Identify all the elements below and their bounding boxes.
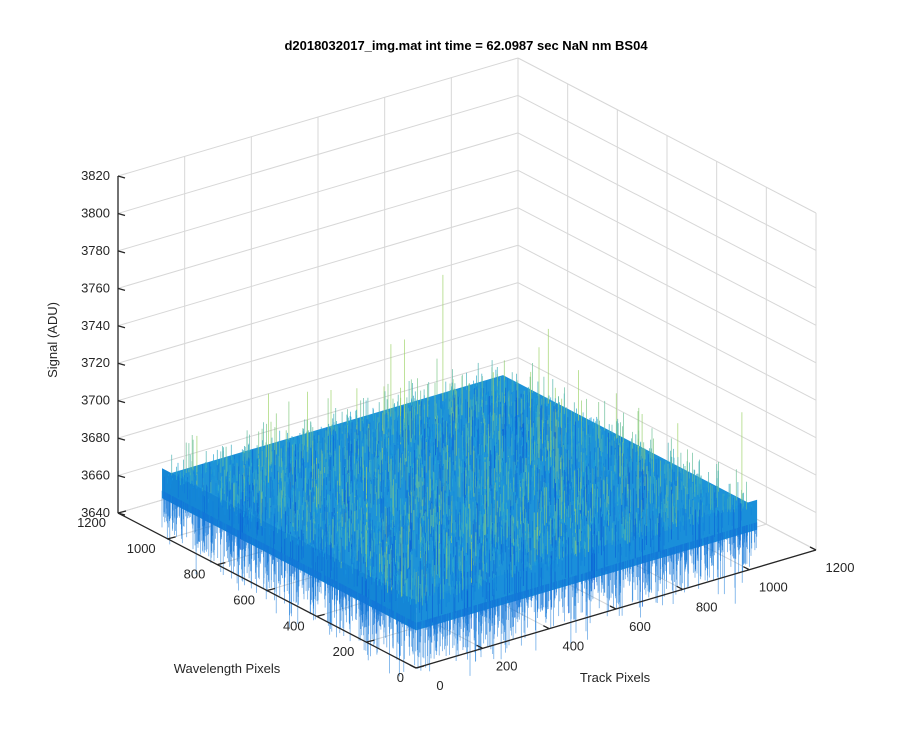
grid-line: [517, 319, 817, 476]
grid-line: [117, 319, 519, 439]
grid-line: [517, 207, 817, 364]
grid-line: [117, 57, 519, 177]
grid-line: [517, 282, 817, 439]
grid-line: [117, 357, 519, 477]
grid-line: [117, 282, 519, 402]
grid-line: [117, 169, 519, 289]
grid-line: [517, 244, 817, 401]
grid-line: [117, 207, 519, 327]
grid-line: [117, 94, 519, 214]
grid-line: [517, 132, 817, 289]
grid-line: [117, 244, 519, 364]
grid-line: [517, 169, 817, 326]
surface-side-right: [416, 499, 758, 631]
grid-line: [517, 95, 817, 251]
surface-layer: [161, 274, 758, 677]
grid-line: [517, 357, 817, 513]
grid-line: [517, 57, 817, 214]
grid-line: [117, 132, 519, 252]
